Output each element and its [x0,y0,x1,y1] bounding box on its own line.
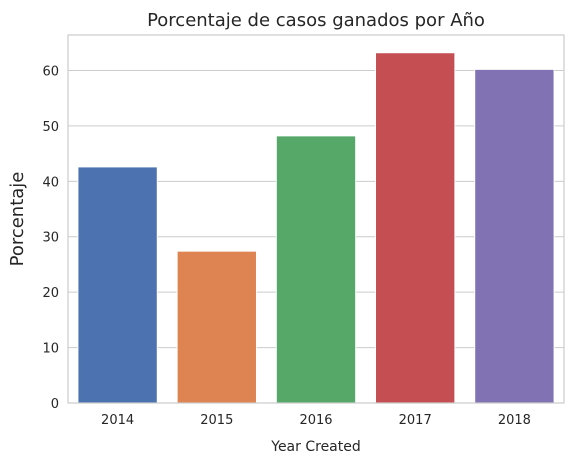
plot-frame [67,34,565,404]
bars [77,52,555,404]
bar-2014 [77,166,158,404]
y-axis-ticks: 0 10 20 30 40 50 60 [42,64,59,412]
y-tick-label: 40 [42,175,59,190]
x-tick-label: 2016 [299,413,332,428]
y-tick-label: 50 [42,120,59,135]
x-tick-label: 2015 [200,413,233,428]
x-axis-label: Year Created [270,439,361,455]
y-tick-label: 0 [51,397,59,412]
x-axis-ticks: 2014 2015 2016 2017 2018 [101,413,531,428]
x-tick-label: 2014 [101,413,134,428]
x-tick-label: 2018 [498,413,531,428]
chart-title: Porcentaje de casos ganados por Año [147,10,485,31]
bar-2016 [275,135,357,404]
y-tick-label: 20 [42,286,59,301]
bar-2015 [176,250,257,404]
y-tick-label: 30 [42,231,59,246]
bar-2017 [375,52,456,404]
y-tick-label: 10 [42,342,59,357]
y-axis-label: Porcentaje [7,172,28,267]
x-tick-label: 2017 [399,413,432,428]
y-tick-label: 60 [42,64,59,79]
bar-2018 [474,68,555,404]
